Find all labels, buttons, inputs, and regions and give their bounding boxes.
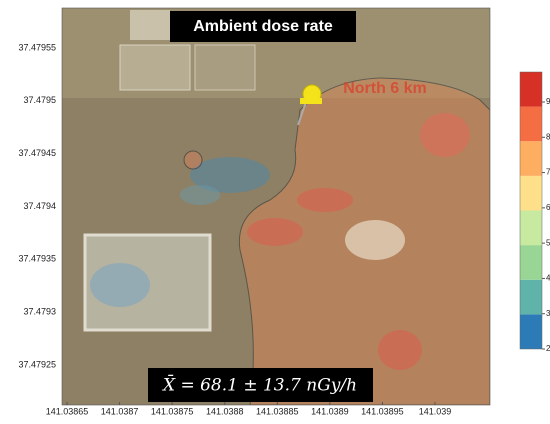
y-tick-label: 37.4794 xyxy=(23,201,56,211)
x-tick-label: 141.0389 xyxy=(311,406,349,416)
x-tick-label: 141.03875 xyxy=(151,406,194,416)
colorbar-band xyxy=(520,280,542,315)
title: Ambient dose rate xyxy=(193,18,333,35)
colorbar-tick-label: 25 xyxy=(546,344,550,353)
annotation: North 6 km xyxy=(343,80,427,97)
y-tick-label: 37.47925 xyxy=(18,359,56,369)
colorbar-band xyxy=(520,141,542,176)
colorbar-tick-label: 35 xyxy=(546,309,550,318)
colorbar-tick-label: 45 xyxy=(546,274,550,283)
x-tick-label: 141.0387 xyxy=(101,406,139,416)
colorbar-band xyxy=(520,211,542,246)
y-tick-label: 37.4795 xyxy=(23,95,56,105)
summary: X̄ = 68.1 ± 13.7 nGy/h xyxy=(161,373,357,395)
y-tick-label: 37.4793 xyxy=(23,307,56,317)
y-tick-label: 37.47955 xyxy=(18,42,56,52)
colorbar-tick-label: 55 xyxy=(546,238,550,247)
map-figure: Ambient dose rate North 6 km X̄ = 68.1 ±… xyxy=(0,0,550,419)
map-area xyxy=(62,8,490,405)
x-tick-label: 141.0388 xyxy=(206,406,244,416)
colorbar: 95 85 75 65 55 45 35 25 xyxy=(520,72,550,353)
colorbar-tick-label: 95 xyxy=(546,97,550,106)
colorbar-band xyxy=(520,176,542,211)
colorbar-band xyxy=(520,72,542,107)
colorbar-tick-label: 85 xyxy=(546,132,550,141)
colorbar-band xyxy=(520,314,542,349)
y-tick-label: 37.47945 xyxy=(18,148,56,158)
colorbar-band xyxy=(520,245,542,280)
x-tick-label: 141.03885 xyxy=(256,406,299,416)
x-tick-label: 141.039 xyxy=(419,406,452,416)
x-tick-label: 141.03895 xyxy=(361,406,404,416)
y-tick-label: 37.47935 xyxy=(18,254,56,264)
colorbar-tick-label: 65 xyxy=(546,203,550,212)
colorbar-tick-label: 75 xyxy=(546,168,550,177)
x-tick-label: 141.03865 xyxy=(46,406,89,416)
colorbar-band xyxy=(520,107,542,142)
